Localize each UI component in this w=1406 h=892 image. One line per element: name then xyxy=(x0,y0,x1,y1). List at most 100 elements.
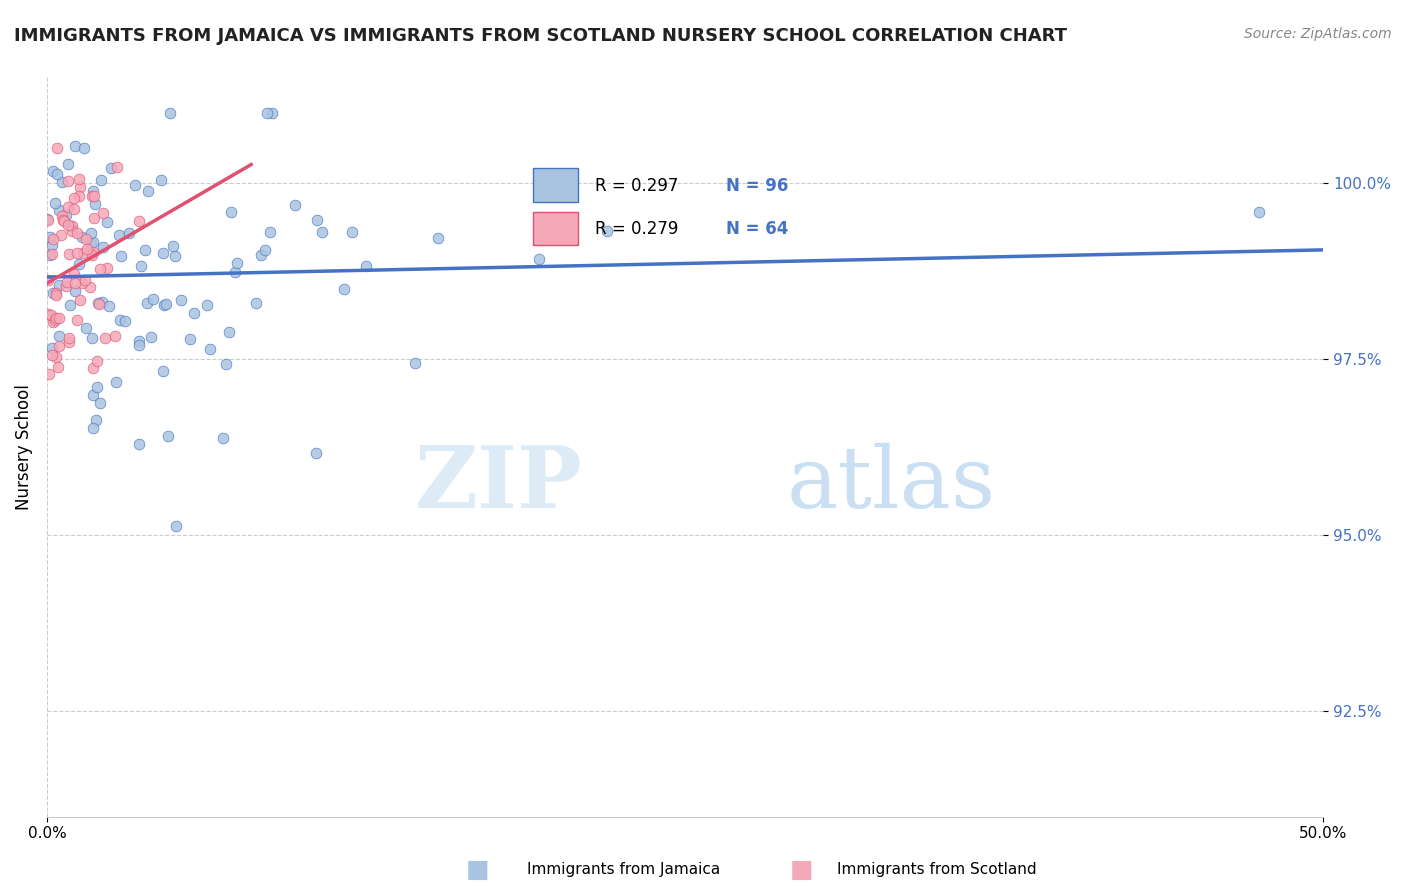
Point xyxy=(63,277,86,291)
Point xyxy=(45,288,67,302)
Point xyxy=(256,105,278,120)
Point xyxy=(1249,205,1271,219)
Point xyxy=(38,367,60,381)
Point xyxy=(94,331,117,345)
Point xyxy=(104,375,127,389)
Point xyxy=(89,396,111,410)
Point xyxy=(41,341,63,355)
Point xyxy=(198,342,221,356)
Point xyxy=(218,325,240,339)
Point xyxy=(245,295,267,310)
Point xyxy=(82,189,104,203)
Point xyxy=(56,275,79,289)
Text: Immigrants from Jamaica: Immigrants from Jamaica xyxy=(527,863,720,877)
Point xyxy=(80,226,103,240)
Point xyxy=(114,313,136,327)
Point xyxy=(66,245,89,260)
Point xyxy=(48,311,70,326)
Point xyxy=(404,356,426,370)
Point xyxy=(162,238,184,252)
Text: Source: ZipAtlas.com: Source: ZipAtlas.com xyxy=(1244,27,1392,41)
Point xyxy=(51,209,73,223)
Text: ZIP: ZIP xyxy=(415,442,583,526)
Point xyxy=(51,227,73,242)
Point xyxy=(354,259,377,273)
Point xyxy=(56,200,79,214)
Point xyxy=(155,296,177,310)
Point xyxy=(58,331,80,345)
Point xyxy=(179,332,201,346)
Point xyxy=(82,388,104,402)
Point xyxy=(56,157,79,171)
Point xyxy=(38,248,60,262)
Point xyxy=(170,293,193,308)
Point xyxy=(51,176,73,190)
Point xyxy=(37,273,59,287)
Point xyxy=(46,167,69,181)
Point xyxy=(39,308,62,322)
Point xyxy=(52,214,75,228)
Point xyxy=(108,313,131,327)
Text: atlas: atlas xyxy=(787,442,997,525)
Point xyxy=(37,213,59,227)
Point xyxy=(45,311,67,326)
Point xyxy=(69,293,91,308)
Point xyxy=(73,141,96,155)
Point xyxy=(83,188,105,202)
Point xyxy=(215,357,238,371)
Point xyxy=(128,214,150,228)
Point xyxy=(128,334,150,348)
Point xyxy=(219,205,242,219)
Point xyxy=(136,184,159,198)
Point xyxy=(37,211,59,226)
Point xyxy=(596,224,619,238)
Point xyxy=(135,295,157,310)
Point xyxy=(48,202,70,217)
Point xyxy=(152,364,174,378)
Point xyxy=(304,446,326,460)
Point xyxy=(80,248,103,262)
Point xyxy=(48,339,70,353)
Point xyxy=(42,164,65,178)
Point xyxy=(75,232,97,246)
Point xyxy=(212,431,235,445)
Point xyxy=(52,212,75,227)
Point xyxy=(59,219,82,233)
Point xyxy=(60,219,83,233)
Text: Immigrants from Scotland: Immigrants from Scotland xyxy=(837,863,1036,877)
Point xyxy=(165,519,187,533)
Point xyxy=(66,313,89,327)
Point xyxy=(45,141,67,155)
Point xyxy=(73,273,96,287)
Point xyxy=(284,198,307,212)
Point xyxy=(104,329,127,343)
Point xyxy=(82,421,104,435)
Point xyxy=(195,298,218,312)
Point xyxy=(149,173,172,187)
Point xyxy=(45,350,67,364)
Point xyxy=(87,297,110,311)
Point xyxy=(139,330,162,344)
Point xyxy=(118,226,141,240)
Point xyxy=(60,224,83,238)
Point xyxy=(37,307,59,321)
Point xyxy=(225,256,247,270)
Point xyxy=(56,174,79,188)
Point xyxy=(44,313,66,327)
Point xyxy=(76,242,98,256)
Point xyxy=(63,138,86,153)
Point xyxy=(224,265,246,279)
Point xyxy=(107,227,129,242)
Point xyxy=(87,296,110,310)
Point xyxy=(183,306,205,320)
Text: IMMIGRANTS FROM JAMAICA VS IMMIGRANTS FROM SCOTLAND NURSERY SCHOOL CORRELATION C: IMMIGRANTS FROM JAMAICA VS IMMIGRANTS FR… xyxy=(14,27,1067,45)
Point xyxy=(91,295,114,310)
Point xyxy=(262,105,284,120)
Point xyxy=(72,230,94,244)
Point xyxy=(79,280,101,294)
Point xyxy=(65,226,87,240)
Point xyxy=(80,331,103,345)
Point xyxy=(110,249,132,263)
Point xyxy=(124,178,146,193)
Y-axis label: Nursery School: Nursery School xyxy=(15,384,32,510)
